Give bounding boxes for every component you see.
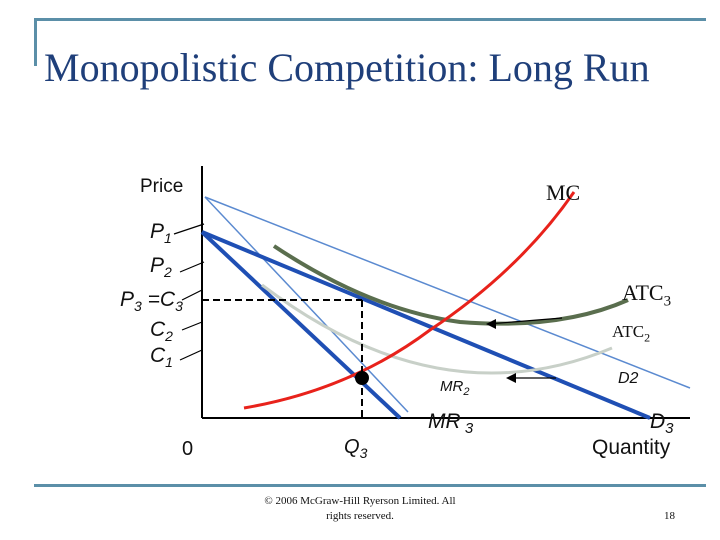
atc2-curve [261,283,613,375]
c1-label: C1 [150,344,173,371]
page-number: 18 [664,510,675,522]
arrow-p1-to-p2 [173,223,205,235]
p2-label: P2 [150,254,172,281]
p1-label: P1 [150,220,172,247]
d3-label: D3 [650,410,674,438]
x-axis-label: Quantity [592,436,671,459]
arrow-c1 [179,349,203,361]
atc3-curve [272,244,629,326]
mr3-mc-intersection-point [355,371,369,385]
origin-label: 0 [182,438,194,460]
mc-curve [243,191,576,410]
d2-label: D2 [618,370,639,387]
slide-title: Monopolistic Competition: Long Run [44,45,650,90]
footer-divider [34,484,706,487]
frame-accent-top [34,18,706,21]
demand-d2-line [204,196,691,389]
demand-d3-line [201,230,651,420]
atc2-label: ATC2 [612,322,651,345]
arrow-p2-to-p3 [179,261,205,273]
mr2-label: MR2 [440,378,470,398]
arrow-c3 [181,289,203,301]
c2-label: C2 [150,318,173,345]
mr3-label: MR 3 [428,410,474,438]
arrow-c2 [181,321,203,331]
mr2-line [204,196,409,413]
copyright-line-1: © 2006 McGraw-Hill Ryerson Limited. All [264,495,456,507]
q3-label: Q3 [344,436,368,461]
mc-label: MC [546,180,581,205]
atc3-label: ATC3 [622,280,672,310]
atc-shift-arrowhead [486,319,496,329]
mr3-line [200,230,402,420]
copyright-line-2: rights reserved. [326,510,394,522]
atc-shift-arrow [487,317,563,325]
copyright-notice: © 2006 McGraw-Hill Ryerson Limited. All … [250,494,470,524]
p3-c3-label: P3 =C3 [120,288,183,315]
y-axis-label: Price [140,176,184,197]
demand-shift-arrowhead [506,373,516,383]
frame-accent-vertical [34,18,37,66]
